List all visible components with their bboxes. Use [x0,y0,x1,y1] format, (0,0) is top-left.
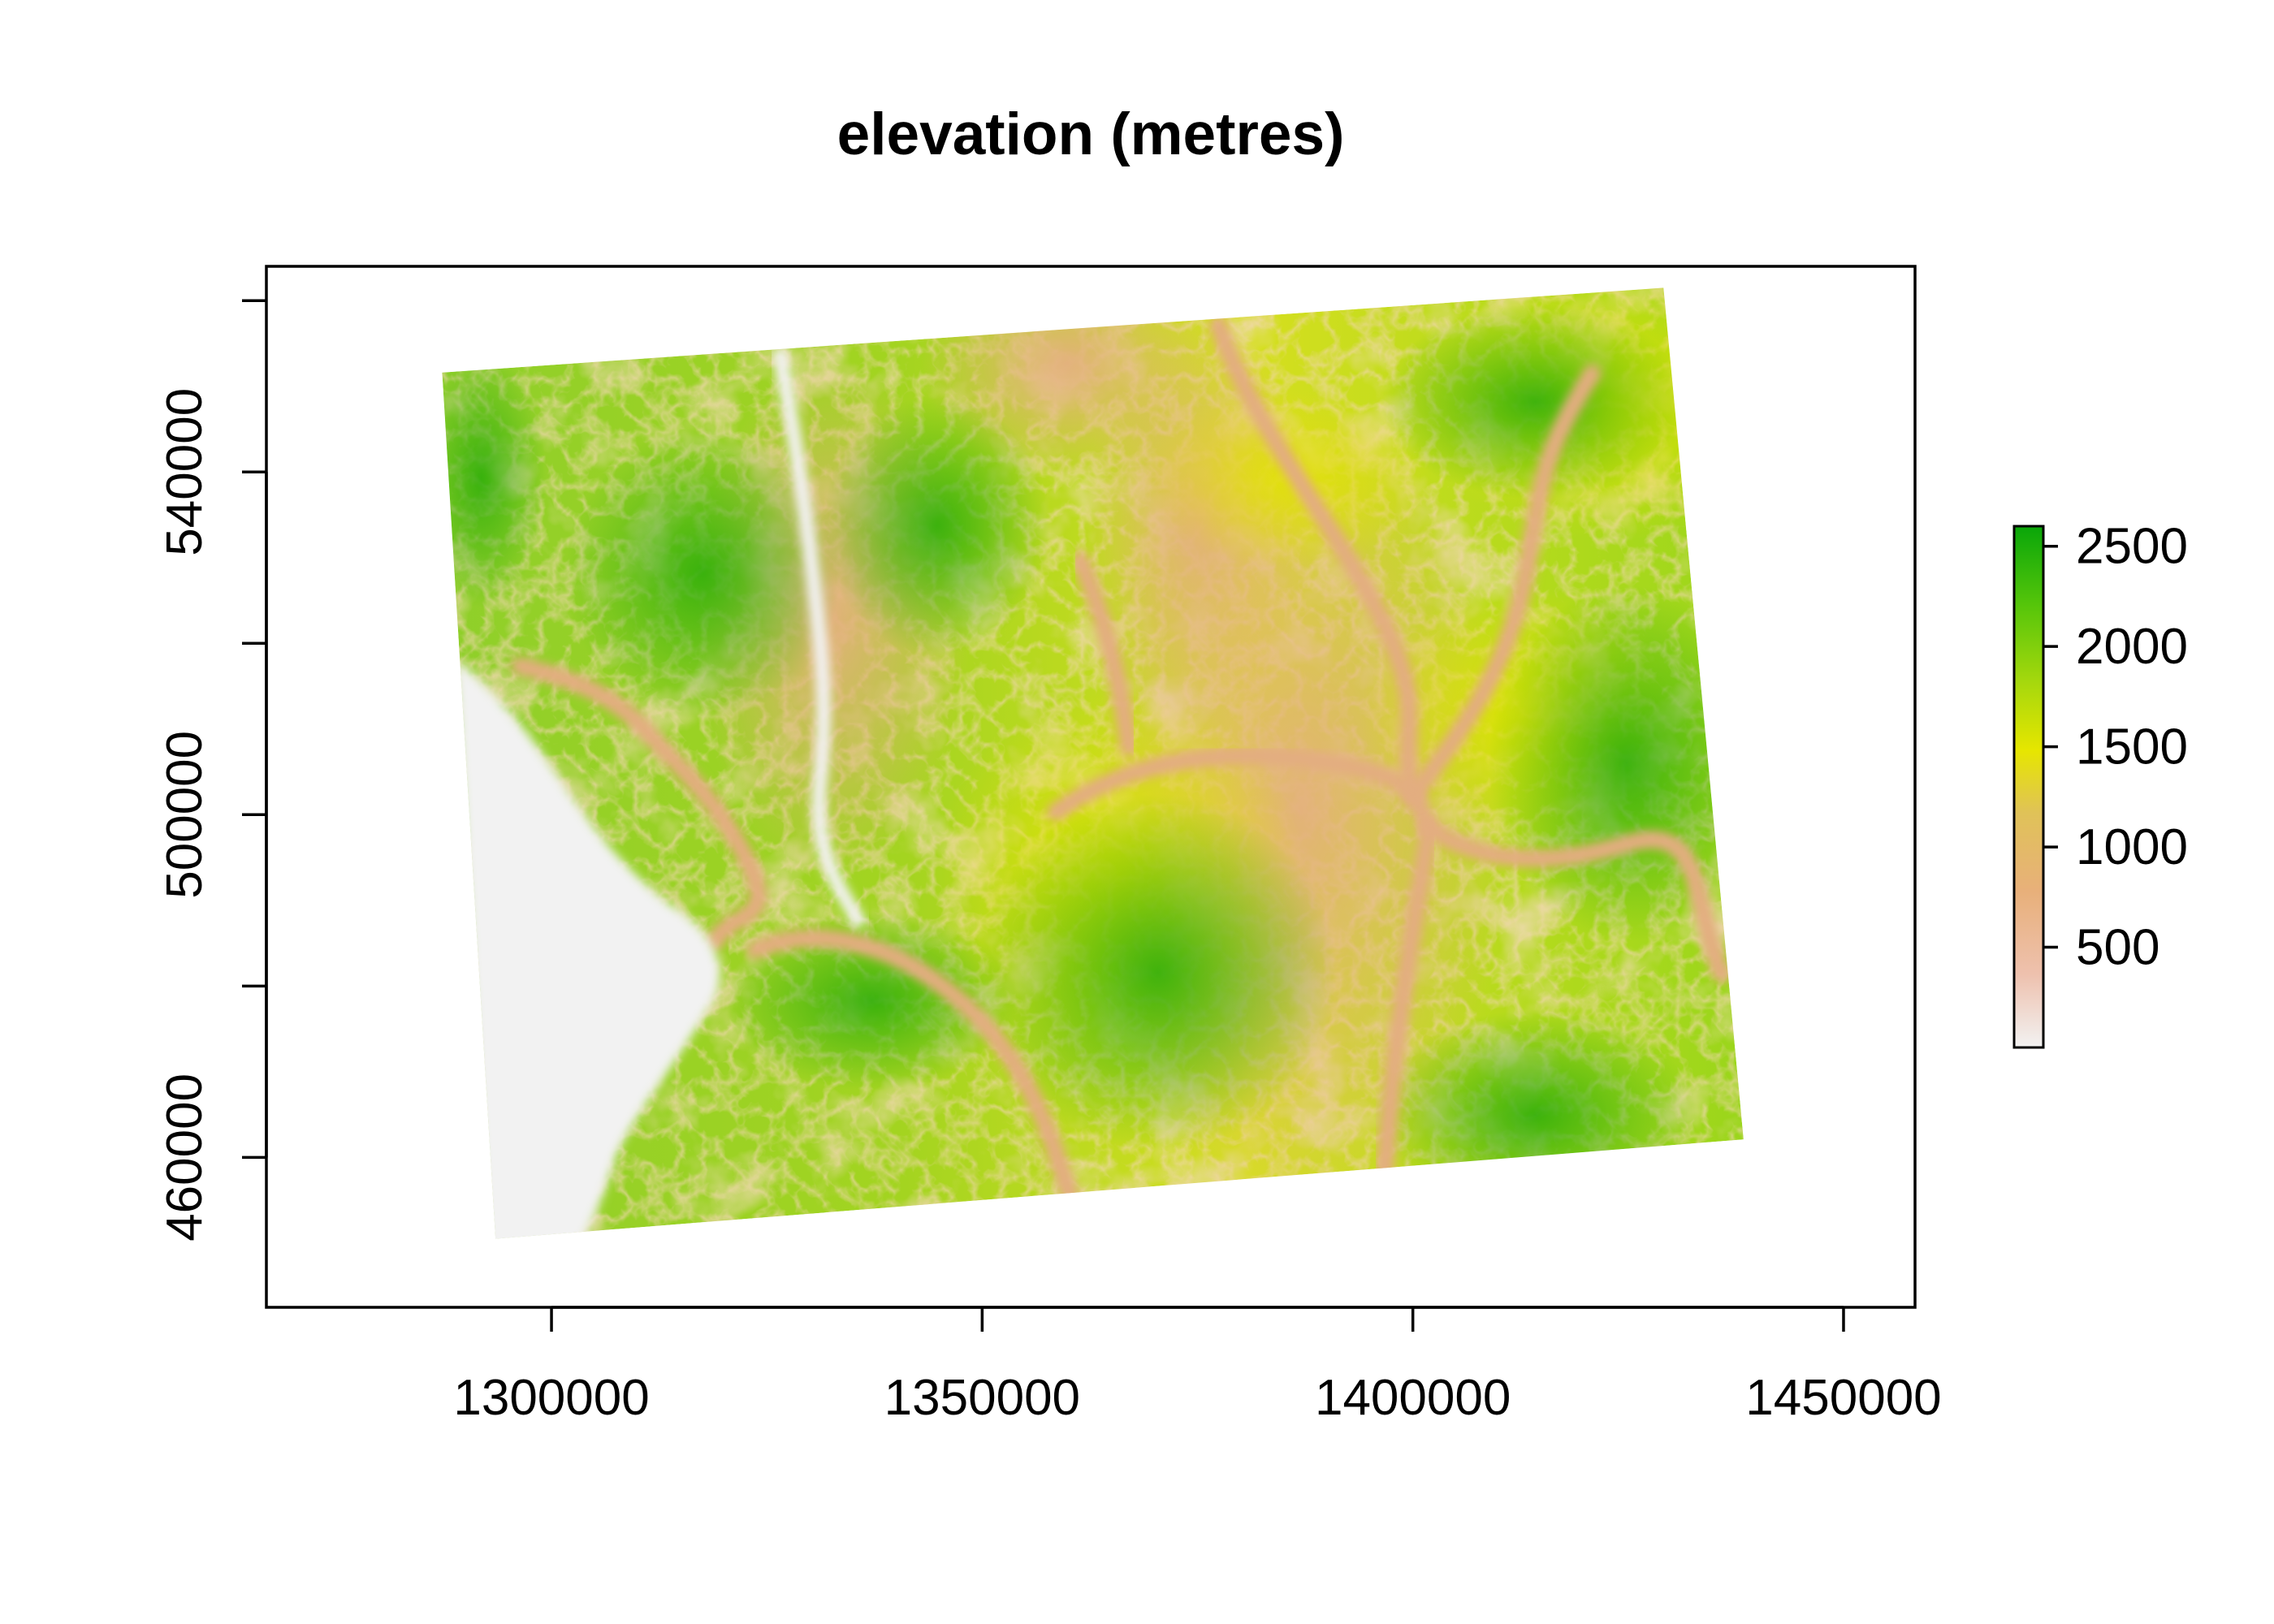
river-valley [1209,316,1422,805]
main-river [772,348,868,930]
high-elevation-area [442,348,547,608]
high-elevation-area [1488,584,1744,942]
legend-color-bar [2012,525,2045,1049]
x-tick-label: 1350000 [884,1370,1080,1426]
river-valley [1404,365,1601,805]
x-tick-label: 1300000 [453,1370,649,1426]
high-elevation-area [823,395,1051,656]
legend-tick-label: 1000 [2076,819,2188,875]
high-elevation-area [564,426,841,719]
y-axis: 460000 500000 540000 [157,299,268,1242]
color-legend: 2500 2000 1500 1000 500 [2012,519,2188,1049]
x-tick-label: 1450000 [1745,1370,1941,1426]
high-elevation-area [1373,1009,1698,1221]
high-elevation-area [979,793,1337,1151]
high-elevation-area [1381,304,1690,499]
map-title: elevation (metres) [837,102,1345,167]
high-elevation-area [725,911,1018,1091]
y-tick-label: 500000 [157,731,213,899]
legend-tick-label: 500 [2076,920,2159,976]
legend-tick-label: 1500 [2076,719,2188,775]
legend-tick-label: 2500 [2076,519,2188,575]
y-tick-label: 460000 [157,1073,213,1242]
x-axis: 1300000 1350000 1400000 1450000 [453,1306,1942,1426]
x-tick-label: 1400000 [1315,1370,1511,1426]
river-valley [1420,819,1731,983]
lowland-basin [455,662,720,1239]
y-tick-label: 540000 [157,388,213,556]
river-valley [511,657,767,951]
river-valley [1071,551,1138,756]
legend-tick-label: 2000 [2076,619,2188,675]
elevation-raster [442,287,1744,1239]
